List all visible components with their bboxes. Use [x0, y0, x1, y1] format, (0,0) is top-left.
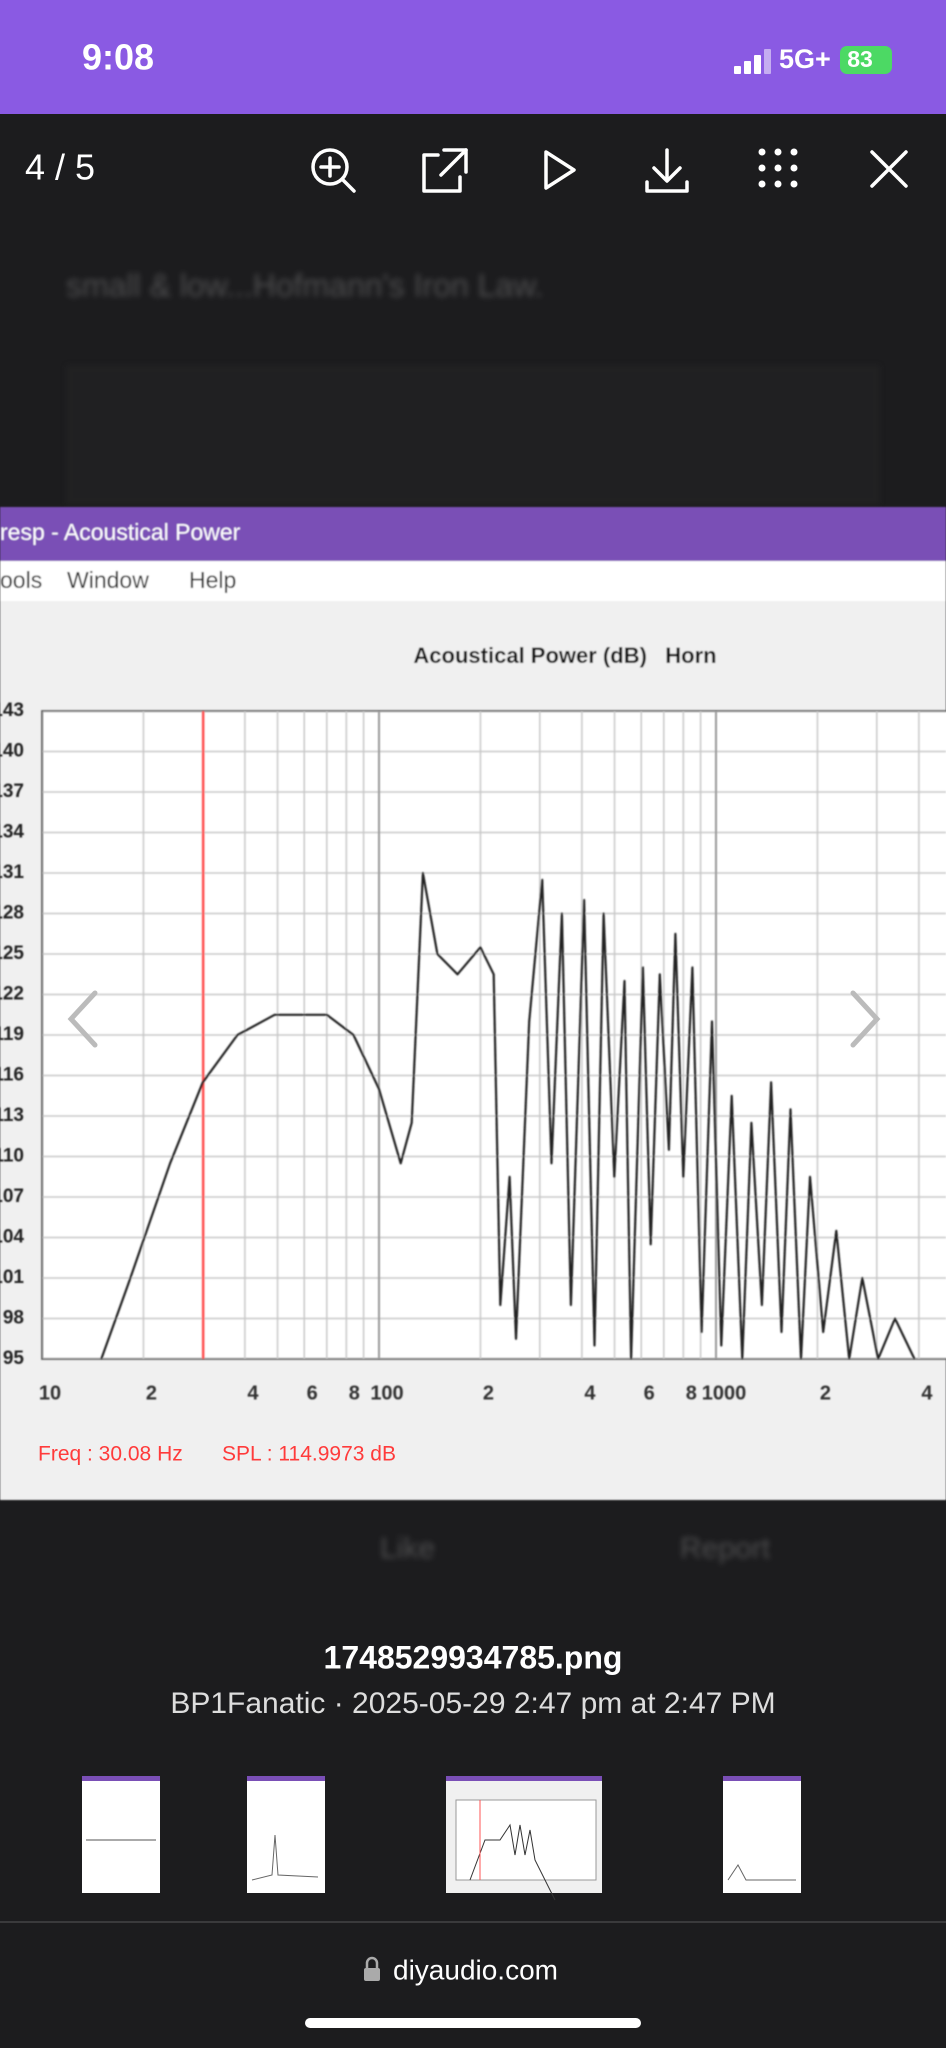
battery — [840, 46, 892, 74]
filename: 1748529934785.png — [324, 1639, 623, 1675]
next-button[interactable] — [850, 990, 881, 1048]
clock: 9:08 — [82, 37, 154, 78]
y-tick-label: 134 — [0, 822, 24, 843]
thumbnail[interactable] — [82, 1776, 160, 1893]
network: 5G+ — [779, 44, 831, 74]
share-button[interactable] — [422, 148, 468, 193]
freq-readout: Freq : 30.08 Hz — [38, 1443, 183, 1466]
background-text: small & low...Hofmann's Iron Law. — [66, 267, 543, 303]
y-tick-label: 140 — [0, 741, 24, 762]
y-tick-label: 119 — [0, 1024, 24, 1045]
grid — [42, 711, 946, 1359]
zoom-button[interactable] — [311, 148, 356, 193]
y-tick-label: 131 — [0, 862, 24, 883]
background-box — [66, 365, 880, 505]
image: resp - Acoustical Power ools Window Help… — [0, 507, 946, 1500]
x-tick-label: 8 — [686, 1382, 697, 1404]
spl-readout: SPL : 114.9973 dB — [222, 1443, 396, 1466]
x-tick-label: 4 — [584, 1382, 596, 1404]
meta: BP1Fanatic · 2025-05-29 2:47 pm at 2:47 … — [170, 1687, 775, 1720]
lock-icon — [364, 1956, 380, 1981]
window-title: resp - Acoustical Power — [0, 519, 241, 545]
chart-title: Acoustical Power (dB) Horn — [413, 643, 716, 668]
download-button[interactable] — [645, 148, 689, 193]
prev-button[interactable] — [67, 990, 98, 1048]
x-tick-label: 2 — [483, 1382, 494, 1404]
curve — [100, 871, 916, 1359]
y-tick-label: 128 — [0, 903, 24, 924]
y-tick-label: 116 — [0, 1065, 24, 1086]
y-tick-label: 104 — [0, 1227, 24, 1248]
background-page: small & low...Hofmann's Iron Law. Like R… — [66, 267, 880, 1565]
x-tick-label: 10 — [39, 1382, 61, 1404]
x-tick-label: 6 — [644, 1382, 655, 1404]
thumbnails — [82, 1776, 801, 1901]
status-bar — [0, 0, 946, 114]
signal — [734, 49, 771, 74]
x-tick-label: 6 — [307, 1382, 318, 1404]
menu-item: Window — [67, 567, 149, 593]
y-tick-label: 125 — [0, 943, 24, 964]
menu-item: ools — [0, 567, 42, 593]
x-tick-label: 8 — [349, 1382, 360, 1404]
y-tick-label: 122 — [0, 984, 24, 1005]
grid-button[interactable] — [758, 148, 798, 188]
y-tick-label: 101 — [0, 1267, 24, 1288]
window-title-bar — [0, 507, 946, 561]
y-tick-label: 107 — [0, 1186, 24, 1207]
thumbnail[interactable] — [247, 1776, 325, 1893]
y-tick-label: 113 — [0, 1105, 24, 1126]
x-tick-label: 4 — [247, 1382, 259, 1404]
home-indicator — [305, 2018, 641, 2028]
y-tick-label: 137 — [0, 781, 24, 802]
domain: diyaudio.com — [393, 1954, 558, 1985]
thumbnail[interactable] — [446, 1776, 602, 1901]
play-button[interactable] — [544, 150, 576, 190]
thumbnail[interactable] — [723, 1776, 801, 1893]
x-tick-label: 2 — [146, 1382, 157, 1404]
y-tick-label: 95 — [3, 1348, 25, 1369]
x-tick-label: 100 — [370, 1382, 403, 1404]
y-tick-label: 143 — [0, 700, 24, 721]
x-tick-label: 1000 — [702, 1382, 747, 1404]
report: Report — [680, 1532, 771, 1565]
x-tick-label: 2 — [820, 1382, 831, 1404]
menu-bar — [0, 561, 946, 601]
y-tick-label: 110 — [0, 1146, 24, 1167]
plot: 9598101104107110113116119122125128131134… — [0, 700, 946, 1404]
like: Like — [380, 1532, 435, 1565]
menu-item: Help — [189, 567, 236, 593]
y-tick-label: 98 — [3, 1308, 24, 1329]
close-button[interactable] — [870, 150, 908, 188]
counter: 4 / 5 — [25, 147, 95, 188]
battery-level: 83 — [847, 46, 873, 72]
x-tick-label: 4 — [921, 1382, 933, 1404]
